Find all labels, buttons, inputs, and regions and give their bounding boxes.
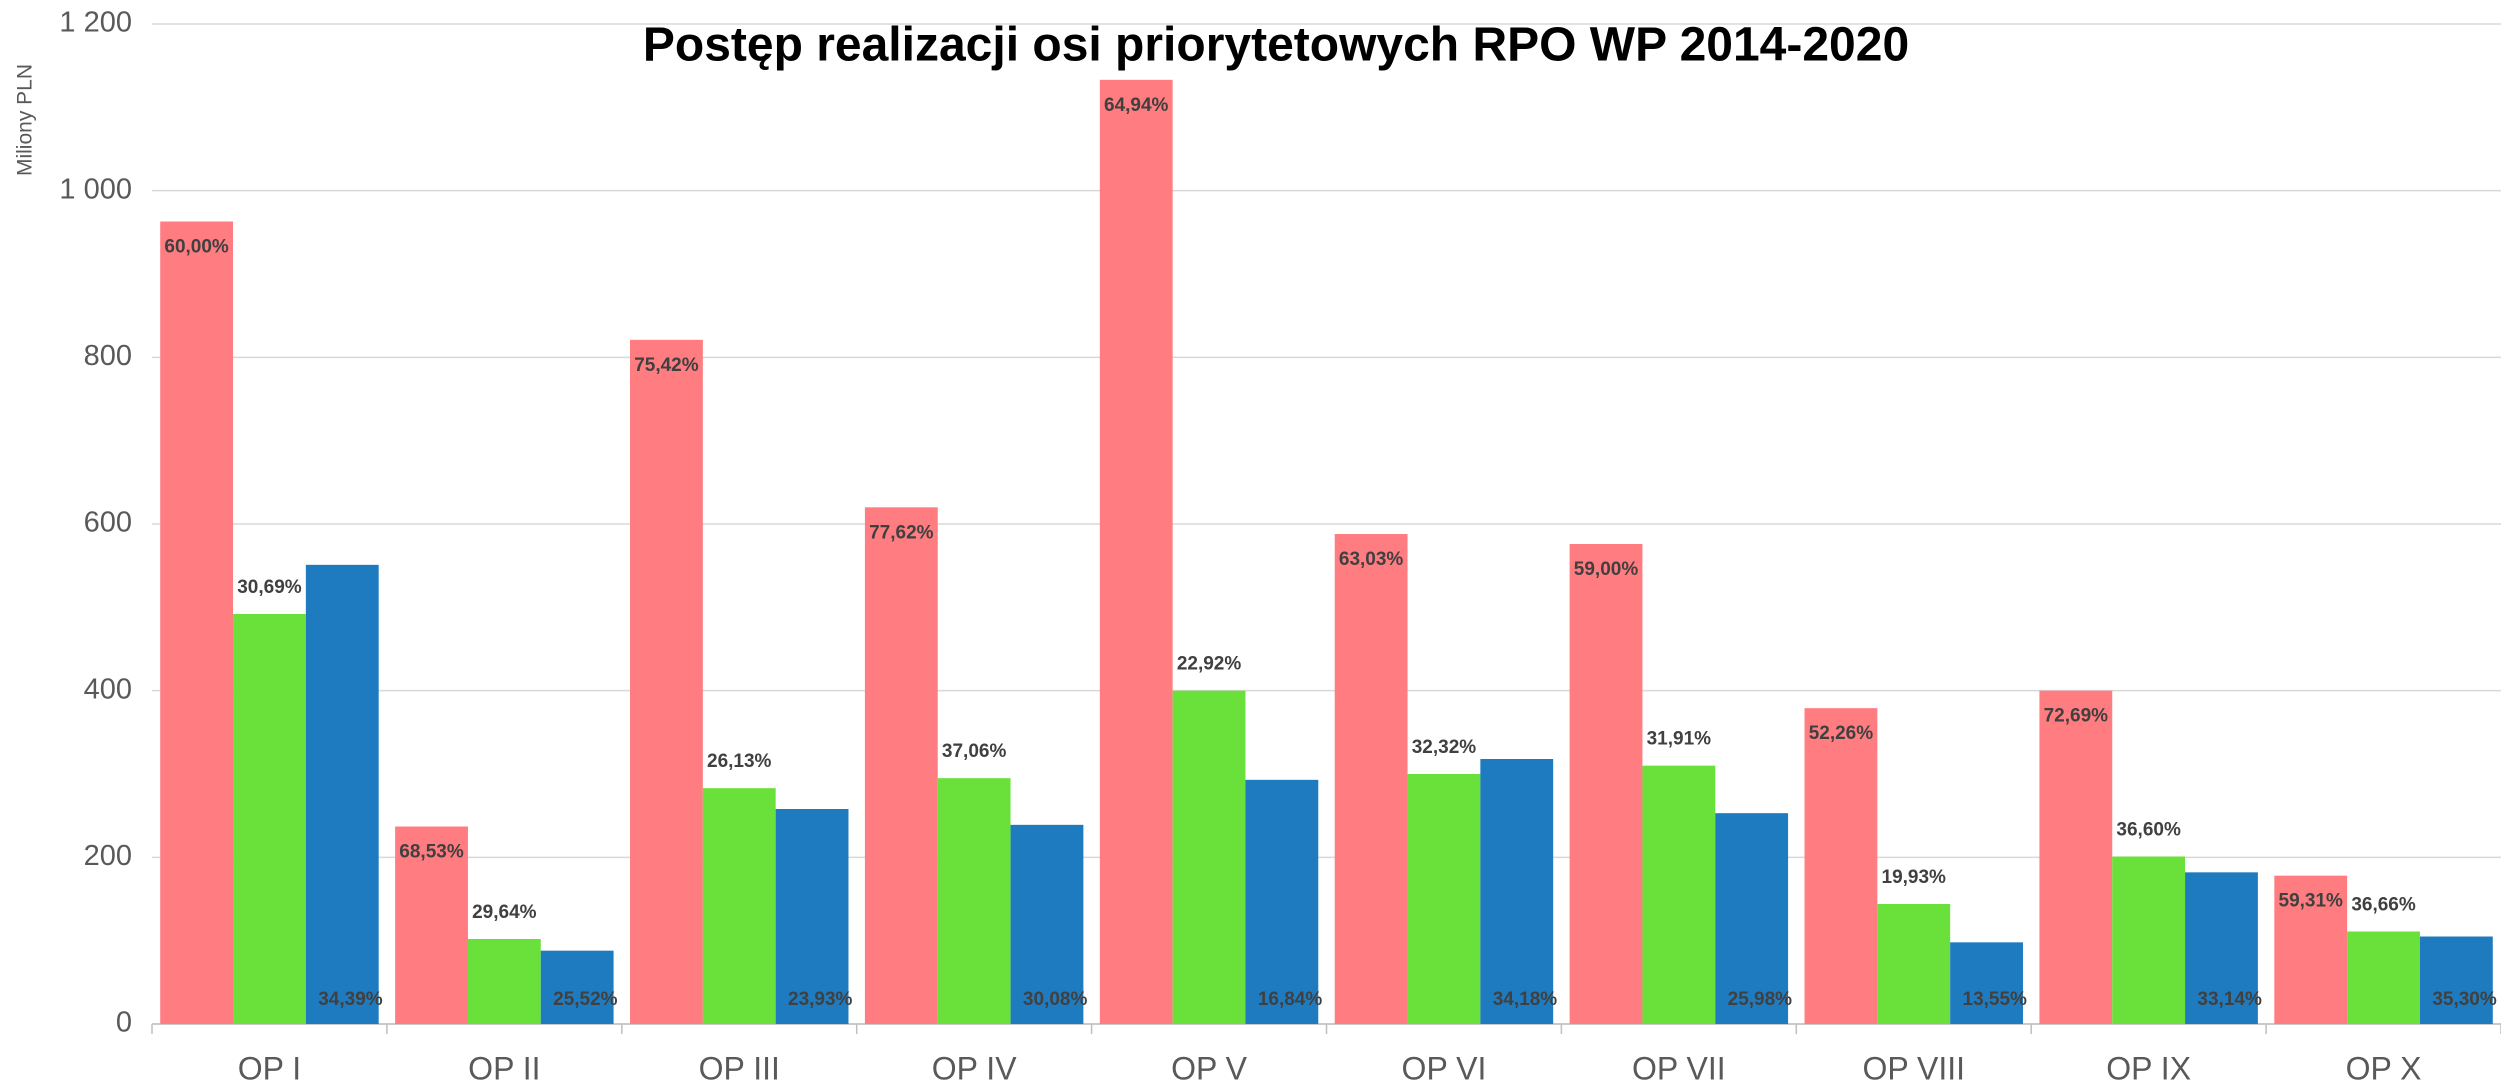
data-label: 25,98%	[1728, 989, 1793, 1010]
bar	[1950, 942, 2023, 1024]
data-label: 64,94%	[1104, 95, 1169, 116]
bar	[1480, 759, 1554, 1024]
bar	[864, 507, 938, 1024]
bar	[2185, 872, 2258, 1024]
y-tick-label: 1 200	[59, 7, 132, 39]
data-label: 72,69%	[2044, 706, 2109, 727]
x-tick-label: OP II	[468, 1050, 540, 1086]
data-label: 34,18%	[1493, 989, 1558, 1010]
data-label: 68,53%	[399, 842, 464, 863]
bar	[1099, 79, 1173, 1025]
y-tick-label: 200	[84, 840, 132, 872]
bar	[2039, 690, 2113, 1024]
bar	[233, 614, 306, 1024]
x-tick-label: OP V	[1171, 1050, 1248, 1086]
y-tick-label: 600	[84, 507, 132, 539]
bar	[395, 826, 468, 1024]
bar	[2419, 936, 2493, 1024]
bar	[1715, 813, 1789, 1024]
data-label: 36,60%	[2116, 820, 2181, 841]
data-label: 60,00%	[164, 237, 229, 258]
bar	[775, 809, 849, 1024]
x-tick-label: OP I	[238, 1050, 301, 1086]
bar	[702, 788, 776, 1024]
data-label: 37,06%	[942, 741, 1007, 762]
data-label: 29,64%	[472, 902, 537, 923]
data-label: 63,03%	[1339, 549, 1404, 570]
chart-title: Postęp realizacji osi priorytetowych RPO…	[643, 19, 1909, 72]
data-label: 36,66%	[2351, 895, 2416, 916]
bar	[937, 778, 1011, 1024]
data-label: 34,39%	[318, 989, 383, 1010]
y-tick-label: 800	[84, 340, 132, 372]
bar	[1172, 690, 1246, 1024]
bar	[630, 339, 703, 1024]
bar	[2347, 931, 2420, 1024]
x-tick-label: OP X	[2346, 1050, 2422, 1086]
x-tick-label: OP III	[699, 1050, 780, 1086]
data-label: 33,14%	[2197, 989, 2262, 1010]
data-label: 31,91%	[1647, 729, 1712, 750]
bar	[2112, 856, 2186, 1024]
data-label: 59,31%	[2279, 891, 2344, 912]
data-label: 52,26%	[1809, 723, 1874, 744]
data-label: 22,92%	[1177, 654, 1242, 675]
y-tick-label: 400	[84, 673, 132, 705]
y-tick-label: 0	[116, 1007, 132, 1039]
data-label: 59,00%	[1574, 559, 1639, 580]
bar	[1407, 774, 1481, 1024]
data-label: 25,52%	[553, 989, 618, 1010]
x-tick-label: OP VI	[1402, 1050, 1487, 1086]
bar	[540, 950, 614, 1024]
bar	[1010, 824, 1084, 1024]
data-label: 30,69%	[237, 577, 302, 598]
data-label: 13,55%	[1963, 989, 2028, 1010]
x-tick-label: OP VII	[1632, 1050, 1726, 1086]
bar	[1642, 765, 1716, 1024]
bar	[1245, 779, 1319, 1024]
bar	[1334, 534, 1408, 1024]
data-label: 26,13%	[707, 751, 772, 772]
bar	[467, 939, 541, 1024]
x-tick-label: OP IV	[932, 1050, 1017, 1086]
x-tick-label: OP IX	[2106, 1050, 2191, 1086]
y-axis-label: Miliony PLN	[14, 64, 37, 176]
bar	[160, 221, 234, 1024]
data-label: 30,08%	[1023, 989, 1088, 1010]
data-label: 32,32%	[1412, 737, 1477, 758]
bar	[305, 564, 379, 1024]
y-tick-label: 1 000	[59, 173, 132, 205]
bar	[1569, 544, 1643, 1024]
data-label: 77,62%	[869, 522, 934, 543]
data-label: 19,93%	[1882, 867, 1947, 888]
x-tick-label: OP VIII	[1862, 1050, 1965, 1086]
bar	[2274, 875, 2348, 1024]
data-label: 16,84%	[1258, 989, 1323, 1010]
data-label: 23,93%	[788, 989, 853, 1010]
data-label: 35,30%	[2432, 989, 2497, 1010]
data-label: 75,42%	[634, 355, 699, 376]
bar	[1804, 708, 1878, 1024]
bar	[1877, 904, 1951, 1024]
